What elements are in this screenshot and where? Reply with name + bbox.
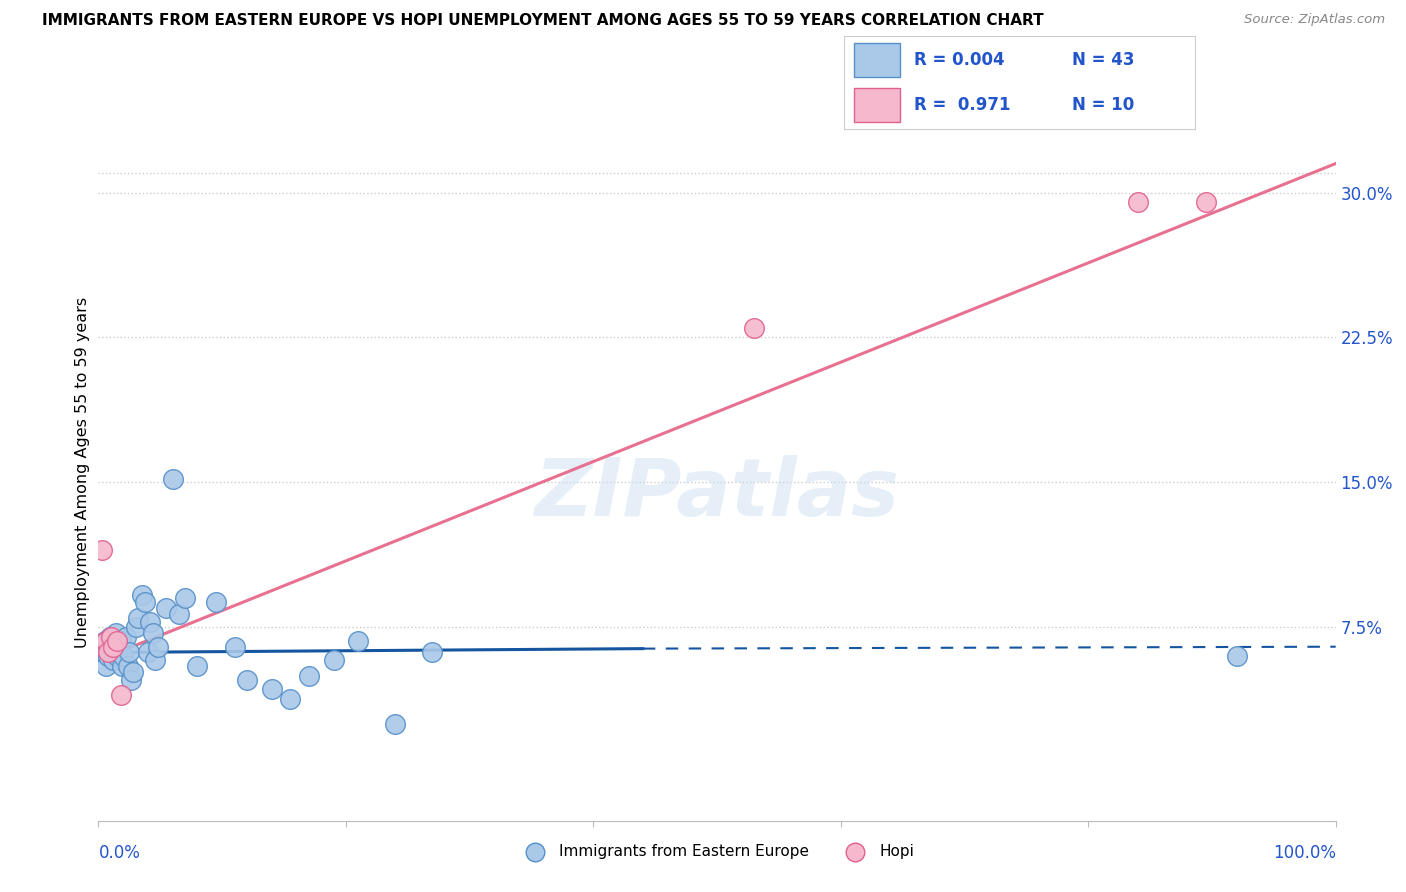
Point xyxy=(100,630,122,644)
Point xyxy=(205,595,228,609)
Text: R = 0.004: R = 0.004 xyxy=(914,51,1004,69)
Point xyxy=(1226,649,1249,664)
Point xyxy=(139,615,162,629)
Point xyxy=(384,717,406,731)
Legend: Immigrants from Eastern Europe, Hopi: Immigrants from Eastern Europe, Hopi xyxy=(513,838,921,865)
Point xyxy=(112,649,135,664)
Point xyxy=(224,640,246,654)
Text: N = 10: N = 10 xyxy=(1073,96,1135,114)
Point xyxy=(114,630,136,644)
Point xyxy=(103,640,125,654)
Point xyxy=(236,673,259,687)
Point xyxy=(97,646,120,660)
Point xyxy=(117,659,139,673)
Point xyxy=(111,659,134,673)
Point xyxy=(134,595,156,609)
Point xyxy=(186,659,208,673)
Point xyxy=(100,640,122,654)
Point xyxy=(105,633,128,648)
Text: ZIPatlas: ZIPatlas xyxy=(534,455,900,533)
Text: IMMIGRANTS FROM EASTERN EUROPE VS HOPI UNEMPLOYMENT AMONG AGES 55 TO 59 YEARS CO: IMMIGRANTS FROM EASTERN EUROPE VS HOPI U… xyxy=(42,13,1043,29)
Point xyxy=(105,649,128,664)
Point xyxy=(1195,195,1218,210)
Text: R =  0.971: R = 0.971 xyxy=(914,96,1011,114)
Point xyxy=(322,653,344,667)
Point xyxy=(742,321,765,335)
Point xyxy=(298,669,321,683)
Point xyxy=(103,653,125,667)
Point xyxy=(93,633,115,648)
Point xyxy=(1126,195,1149,210)
Point xyxy=(104,626,127,640)
Point xyxy=(98,630,121,644)
Point xyxy=(142,626,165,640)
Point xyxy=(110,688,132,702)
Point xyxy=(162,472,184,486)
Point xyxy=(127,611,149,625)
Point xyxy=(260,682,283,697)
Point xyxy=(94,659,117,673)
Text: 100.0%: 100.0% xyxy=(1272,844,1336,862)
Point xyxy=(118,646,141,660)
Point xyxy=(97,649,120,664)
Point xyxy=(94,633,117,648)
Point xyxy=(122,665,145,679)
Point xyxy=(347,633,370,648)
FancyBboxPatch shape xyxy=(855,88,900,122)
Text: N = 43: N = 43 xyxy=(1073,51,1135,69)
Y-axis label: Unemployment Among Ages 55 to 59 years: Unemployment Among Ages 55 to 59 years xyxy=(75,297,90,648)
Point xyxy=(174,591,197,606)
Text: 0.0%: 0.0% xyxy=(98,844,141,862)
Point xyxy=(143,653,166,667)
Point xyxy=(110,633,132,648)
Point xyxy=(91,543,114,558)
Point xyxy=(422,646,444,660)
Point xyxy=(155,601,177,615)
Point xyxy=(107,640,129,654)
Point xyxy=(136,646,159,660)
Point xyxy=(124,620,146,634)
Text: Source: ZipAtlas.com: Source: ZipAtlas.com xyxy=(1244,13,1385,27)
Point xyxy=(131,588,153,602)
Point xyxy=(146,640,169,654)
Point xyxy=(91,646,114,660)
Point xyxy=(167,607,190,621)
Point xyxy=(120,673,142,687)
Point xyxy=(278,692,301,706)
FancyBboxPatch shape xyxy=(855,43,900,77)
